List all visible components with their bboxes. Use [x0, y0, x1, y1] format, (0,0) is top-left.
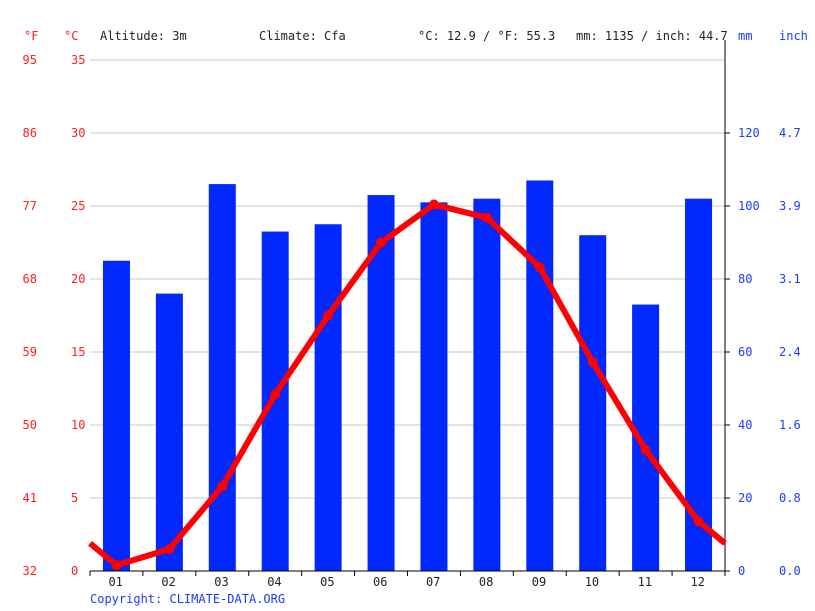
- mm-unit-label: mm: [738, 29, 753, 43]
- month-label: 02: [161, 575, 176, 589]
- precipitation-bar: [261, 231, 289, 572]
- fahrenheit-tick-label: 95: [22, 53, 37, 67]
- temperature-point: [428, 199, 439, 210]
- month-label: 05: [320, 575, 335, 589]
- mm-tick-label: 20: [738, 491, 753, 505]
- celsius-unit-label: °C: [64, 29, 79, 43]
- mm-tick-label: 40: [738, 418, 753, 432]
- precipitation-bar: [420, 202, 448, 571]
- celsius-tick-label: 10: [71, 418, 86, 432]
- fahrenheit-tick-label: 68: [22, 272, 37, 286]
- month-label: 08: [478, 575, 494, 589]
- celsius-tick-label: 25: [71, 199, 86, 213]
- copyright-link[interactable]: Copyright: CLIMATE-DATA.ORG: [90, 592, 286, 606]
- temperature-point: [111, 560, 122, 571]
- inch-tick-label: 0.8: [779, 491, 801, 505]
- fahrenheit-tick-label: 41: [22, 491, 37, 505]
- celsius-tick-label: 35: [71, 53, 86, 67]
- temperature-point: [376, 237, 387, 248]
- celsius-tick-label: 30: [71, 126, 86, 140]
- precipitation-bar: [526, 180, 554, 571]
- month-label: 03: [214, 575, 229, 589]
- celsius-tick-label: 5: [71, 491, 79, 505]
- mm-tick-label: 100: [738, 199, 760, 213]
- fahrenheit-tick-label: 50: [22, 418, 37, 432]
- precipitation-bar: [155, 293, 183, 571]
- month-label: 04: [267, 575, 282, 589]
- mm-tick-label: 0: [738, 564, 746, 578]
- temperature-point: [323, 310, 334, 321]
- month-label: 01: [108, 575, 123, 589]
- month-label: 10: [584, 575, 600, 589]
- temperature-line: [88, 201, 727, 569]
- inch-tick-label: 3.1: [779, 272, 801, 286]
- avg-temperature-label: °C: 12.9 / °F: 55.3: [418, 29, 556, 43]
- precipitation-total-label: mm: 1135 / inch: 44.7: [576, 29, 728, 43]
- temperature-point: [534, 262, 545, 273]
- mm-tick-label: 60: [738, 345, 753, 359]
- precipitation-bar: [314, 224, 342, 571]
- mm-tick-label: 80: [738, 272, 753, 286]
- precipitation-bar: [102, 260, 130, 571]
- temperature-point: [481, 212, 492, 223]
- celsius-tick-label: 0: [71, 564, 79, 578]
- precipitation-bar: [579, 235, 607, 571]
- altitude-label: Altitude: 3m: [100, 29, 187, 43]
- celsius-tick-label: 15: [71, 345, 86, 359]
- temperature-point: [693, 516, 704, 527]
- precipitation-bar: [473, 198, 501, 571]
- month-label: 06: [373, 575, 388, 589]
- inch-tick-label: 1.6: [779, 418, 801, 432]
- month-label: 07: [425, 575, 441, 589]
- month-label: 12: [690, 575, 705, 589]
- temperature-point: [587, 357, 598, 368]
- climate-label: Climate: Cfa: [259, 29, 346, 43]
- month-label: 09: [531, 575, 547, 589]
- fahrenheit-tick-label: 86: [22, 126, 37, 140]
- temperature-point: [217, 481, 228, 492]
- inch-tick-label: 4.7: [779, 126, 801, 140]
- precipitation-bar: [208, 184, 236, 571]
- inch-unit-label: inch: [779, 29, 808, 43]
- inch-tick-label: 3.9: [779, 199, 801, 213]
- fahrenheit-tick-label: 77: [22, 199, 37, 213]
- temperature-point: [640, 444, 651, 455]
- temperature-point: [270, 389, 281, 400]
- inch-tick-label: 0.0: [779, 564, 801, 578]
- mm-tick-label: 120: [738, 126, 760, 140]
- celsius-tick-label: 20: [71, 272, 86, 286]
- precipitation-bar: [685, 198, 713, 571]
- temperature-point: [164, 544, 175, 555]
- inch-tick-label: 2.4: [779, 345, 801, 359]
- fahrenheit-unit-label: °F: [24, 29, 39, 43]
- month-label: 11: [637, 575, 653, 589]
- fahrenheit-tick-label: 32: [22, 564, 37, 578]
- fahrenheit-tick-label: 59: [22, 345, 37, 359]
